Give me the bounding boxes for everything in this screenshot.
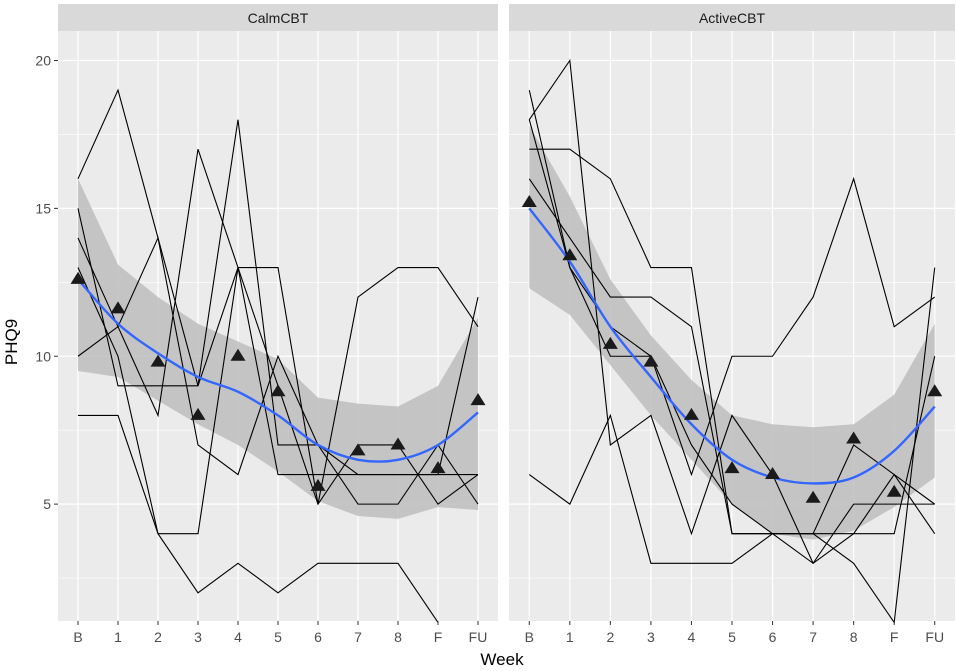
x-tick-label: B [525, 629, 534, 645]
x-tick-label: F [890, 629, 899, 645]
x-tick-label: 4 [234, 629, 242, 645]
facet-title: CalmCBT [248, 10, 309, 26]
mean-marker [643, 354, 659, 367]
mean-marker [683, 407, 699, 420]
mean-marker [470, 393, 486, 406]
y-axis-title: PHQ9 [2, 319, 21, 365]
y-axis: 5 10 15 20 [35, 53, 58, 512]
mean-marker [724, 461, 740, 474]
facet-panel-activecbt: ActiveCBT B 1 2 3 4 5 6 7 8 F FU [509, 4, 955, 645]
mean-marker [602, 336, 618, 349]
smooth-trend-line [528, 207, 936, 485]
y-tick-label: 20 [35, 53, 51, 69]
x-tick-label: B [73, 629, 82, 645]
smooth-trend-line [77, 278, 479, 463]
x-tick-label: 8 [850, 629, 858, 645]
facet-panel-calmcbt: CalmCBT B 1 2 3 4 5 6 7 8 F FU [58, 4, 498, 645]
participant-line-4 [528, 178, 936, 535]
x-axis-title: Week [480, 650, 524, 669]
y-tick-label: 10 [35, 348, 51, 364]
mean-marker [521, 194, 537, 207]
participant-line-6 [78, 414, 439, 623]
x-tick-label: 6 [769, 629, 777, 645]
x-tick-label: 1 [566, 629, 574, 645]
mean-marker [846, 431, 862, 444]
x-tick-label: 3 [194, 629, 202, 645]
confidence-ribbon [78, 178, 478, 519]
x-tick-label: 4 [688, 629, 696, 645]
x-tick-label: 7 [809, 629, 817, 645]
x-tick-label: F [434, 629, 443, 645]
mean-marker [190, 407, 206, 420]
x-tick-label: 3 [647, 629, 655, 645]
y-tick-label: 5 [43, 496, 51, 512]
mean-marker [562, 248, 578, 261]
mean-marker [150, 354, 166, 367]
chart-facets: CalmCBT B 1 2 3 4 5 6 7 8 F FU ActiveCBT B 1 2 3 4 5 6 7 8 F FU [58, 4, 955, 645]
x-tick-label: 2 [606, 629, 614, 645]
mean-marker [886, 484, 902, 497]
x-tick-label: 2 [154, 629, 162, 645]
mean-marker [70, 271, 86, 284]
x-tick-label: 6 [314, 629, 322, 645]
mean-marker [390, 437, 406, 450]
mean-marker [350, 443, 366, 456]
participant-line-6 [528, 413, 935, 565]
participant-line-1 [77, 88, 479, 505]
facet-title: ActiveCBT [699, 10, 766, 26]
x-tick-label: 8 [394, 629, 402, 645]
mean-marker [927, 384, 943, 397]
x-tick-label: FU [469, 629, 488, 645]
confidence-ribbon [529, 125, 935, 540]
y-tick-label: 15 [35, 200, 51, 216]
participant-line-2 [528, 58, 936, 565]
mean-marker [310, 478, 326, 491]
facet-strip [509, 4, 955, 31]
mean-marker [270, 384, 286, 397]
mean-marker [230, 348, 246, 361]
mean-marker [430, 461, 446, 474]
x-tick-label: 5 [274, 629, 282, 645]
x-tick-label: 7 [354, 629, 362, 645]
participant-line-1 [528, 89, 936, 477]
mean-marker [110, 301, 126, 314]
facet-strip [58, 4, 498, 31]
participant-line-5 [77, 267, 478, 535]
mean-marker [765, 467, 781, 480]
x-tick-label: 5 [728, 629, 736, 645]
mean-marker [805, 490, 821, 503]
x-tick-label: 1 [114, 629, 122, 645]
x-tick-label: FU [925, 629, 944, 645]
